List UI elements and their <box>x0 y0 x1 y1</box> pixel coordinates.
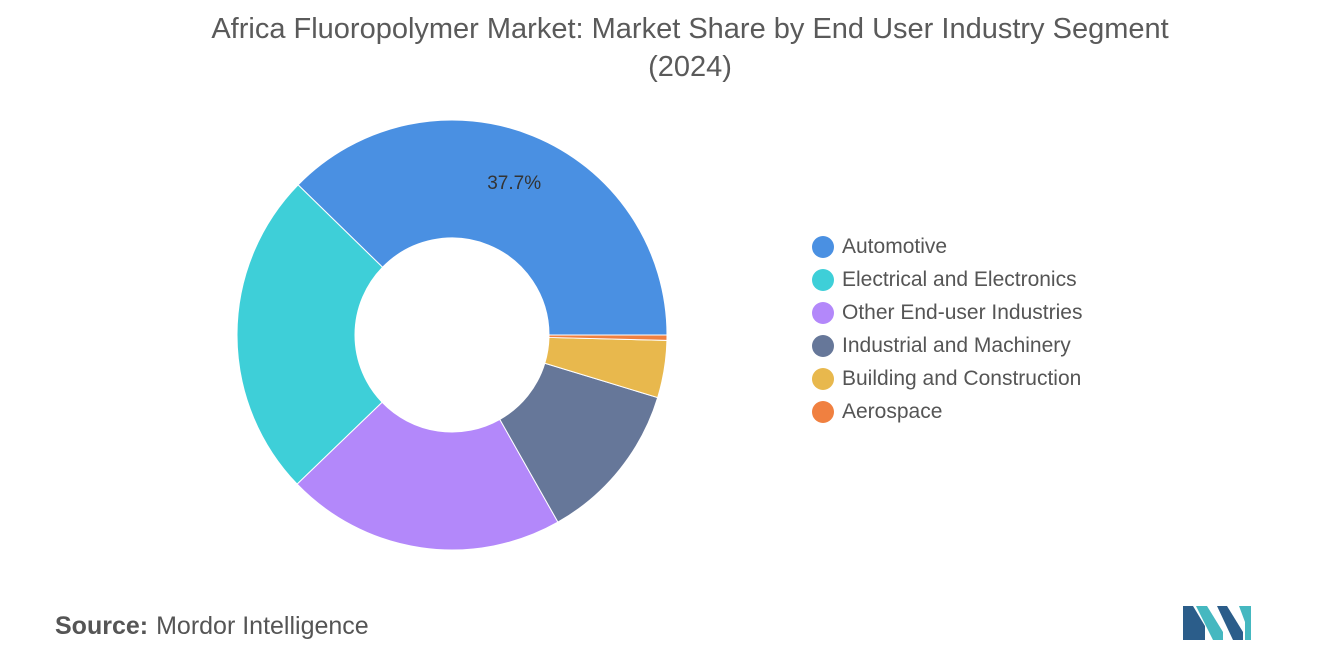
legend-item-automotive: Automotive <box>812 230 1082 263</box>
legend-label-aerospace: Aerospace <box>842 399 943 423</box>
legend-swatch-automotive <box>812 235 834 258</box>
legend-item-building-and-construction: Building and Construction <box>812 362 1082 395</box>
legend-item-other-end-user-industries: Other End-user Industries <box>812 296 1082 329</box>
legend-item-electrical-and-electronics: Electrical and Electronics <box>812 263 1082 296</box>
source-note: Source: Mordor Intelligence <box>55 612 369 641</box>
source-label: Source: <box>55 612 149 640</box>
legend-swatch-aerospace <box>812 400 834 423</box>
legend-label-industrial-and-machinery: Industrial and Machinery <box>842 333 1071 357</box>
chart-legend: Automotive Electrical and Electronics Othe… <box>812 230 1082 428</box>
chart-title-text: Africa Fluoropolymer Market: Market Shar… <box>211 13 1169 45</box>
legend-label-automotive: Automotive <box>842 234 948 258</box>
slice-automotive <box>297 119 668 336</box>
legend-item-aerospace: Aerospace <box>812 395 1082 428</box>
donut-labels: 37.7% <box>487 173 541 194</box>
data-label-automotive: 37.7% <box>487 173 541 194</box>
legend-label-building-and-construction: Building and Construction <box>842 366 1082 390</box>
legend-item-industrial-and-machinery: Industrial and Machinery <box>812 329 1082 362</box>
slice-other-end-user-industries <box>296 401 559 551</box>
slice-aerospace <box>548 334 668 341</box>
chart-title: Africa Fluoropolymer Market: Market Shar… <box>160 10 1220 86</box>
legend-swatch-building-and-construction <box>812 367 834 390</box>
chart-subtitle: (2024) <box>648 51 732 83</box>
legend-swatch-industrial-and-machinery <box>812 334 834 357</box>
legend-swatch-electrical-and-electronics <box>812 268 834 291</box>
mordor-intelligence-logo-icon <box>1183 606 1251 640</box>
source-text: Mordor Intelligence <box>156 612 369 640</box>
slice-industrial-and-machinery <box>499 362 659 523</box>
legend-label-other-end-user-industries: Other End-user Industries <box>842 300 1083 324</box>
legend-label-electrical-and-electronics: Electrical and Electronics <box>842 267 1077 291</box>
legend-swatch-other-end-user-industries <box>812 301 834 324</box>
slice-electrical-and-electronics <box>236 184 384 485</box>
donut-slices <box>236 119 668 551</box>
